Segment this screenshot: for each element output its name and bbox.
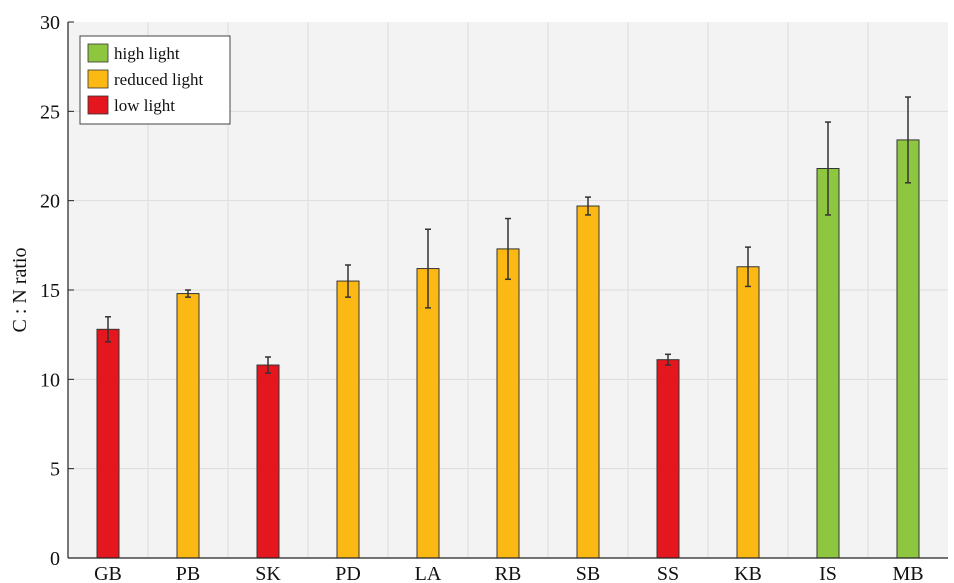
y-tick-label: 5	[50, 459, 60, 481]
legend-swatch-high-light	[87, 43, 109, 63]
bar-pd	[336, 280, 360, 559]
bar-la	[416, 268, 440, 559]
y-tick-label: 25	[40, 101, 60, 123]
x-tick-label-is: IS	[819, 563, 837, 583]
legend: high light reduced light low light	[79, 35, 231, 125]
bar-sk	[256, 364, 280, 559]
x-tick-label-mb: MB	[892, 563, 923, 583]
x-axis-ticks: GB PB SK PD LA RB SB SS KB IS MB	[94, 563, 923, 583]
bar-pb	[176, 293, 200, 559]
x-tick-label-gb: GB	[94, 563, 122, 583]
bar-mb	[896, 139, 920, 559]
x-tick-label-pb: PB	[176, 563, 200, 583]
x-tick-label-sk: SK	[255, 563, 281, 583]
bars	[96, 96, 920, 559]
bar-ss	[656, 359, 680, 559]
x-tick-label-la: LA	[415, 563, 442, 583]
legend-swatch-reduced-light	[87, 69, 109, 89]
x-tick-label-pd: PD	[335, 563, 361, 583]
legend-label-reduced-light: reduced light	[114, 70, 203, 89]
x-tick-label-rb: RB	[495, 563, 522, 583]
y-tick-label: 20	[40, 191, 60, 213]
legend-label-low-light: low light	[114, 96, 175, 115]
bar-kb	[736, 266, 760, 559]
y-tick-label: 30	[40, 12, 60, 34]
bar-rb	[496, 248, 520, 559]
bar-gb	[96, 328, 120, 559]
x-tick-label-kb: KB	[734, 563, 762, 583]
legend-label-high-light: high light	[114, 44, 180, 63]
y-tick-label: 15	[40, 280, 60, 302]
y-axis-ticks: 0 5 10 15 20 25 30	[40, 12, 74, 570]
legend-swatch-low-light	[87, 95, 109, 115]
bar-is	[816, 168, 840, 559]
bar-sb	[576, 205, 600, 559]
y-tick-label: 10	[40, 369, 60, 391]
x-tick-label-ss: SS	[657, 563, 679, 583]
x-tick-label-sb: SB	[576, 563, 600, 583]
y-axis-title: C : N ratio	[9, 248, 31, 333]
y-tick-label: 0	[50, 548, 60, 570]
